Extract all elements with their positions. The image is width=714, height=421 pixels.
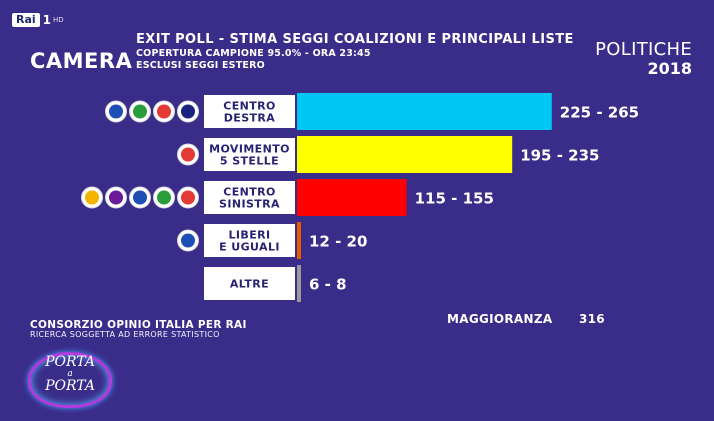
bar-label-1-0: MOVIMENTO xyxy=(209,143,290,156)
bar-label-0-1: DESTRA xyxy=(224,112,276,125)
party-logo-mark-0-0 xyxy=(109,104,123,119)
bar-value-3: 12 - 20 xyxy=(309,233,367,251)
bar-label-3-1: E UGUALI xyxy=(219,241,280,254)
election-badge: POLITICHE 2018 xyxy=(595,40,692,78)
party-logo-mark-0-1 xyxy=(133,104,147,119)
majority-text: MAGGIORANZA xyxy=(447,312,553,326)
bar-label-box-0 xyxy=(202,93,297,130)
majority-label: MAGGIORANZA 316 xyxy=(447,312,605,326)
party-logo-mark-0-2 xyxy=(157,104,171,119)
bar-label-box-1 xyxy=(202,136,297,173)
bar-label-box-4 xyxy=(202,265,297,302)
bar-value-2: 115 - 155 xyxy=(415,190,494,208)
channel-name: Rai xyxy=(12,13,40,27)
header-text: EXIT POLL - STIMA SEGGI COALIZIONI E PRI… xyxy=(136,32,574,72)
party-logo-mark-2-4 xyxy=(181,190,195,205)
coverage-note: COPERTURA CAMPIONE 95.0% - ORA 23:45 xyxy=(136,48,371,59)
bar-label-0-0: CENTRO xyxy=(223,100,276,113)
bar-label-4-0: ALTRE xyxy=(230,278,269,291)
chamber-title: CAMERA xyxy=(30,49,133,73)
party-logo-mark-3-0 xyxy=(181,233,195,248)
bar-label-box-3 xyxy=(202,222,297,259)
bar-value-0: 225 - 265 xyxy=(560,104,639,122)
channel-number: 1 xyxy=(42,13,52,27)
election-year: 2018 xyxy=(647,59,692,78)
party-logo-mark-2-3 xyxy=(157,190,171,205)
party-logo-mark-2-1 xyxy=(109,190,123,205)
channel-hd-badge: HD xyxy=(53,16,64,24)
program-logo: PORTA a PORTA xyxy=(28,352,112,408)
majority-value: 316 xyxy=(578,312,605,326)
party-logo-mark-0-3 xyxy=(181,104,195,119)
statistical-disclaimer: RICERCA SOGGETTA AD ERRORE STATISTICO xyxy=(30,330,220,339)
program-logo-a: a xyxy=(67,369,73,379)
election-name: POLITICHE xyxy=(595,39,692,60)
chart-title: EXIT POLL - STIMA SEGGI COALIZIONI E PRI… xyxy=(136,32,574,47)
party-logo-mark-2-2 xyxy=(133,190,147,205)
source-credit: CONSORZIO OPINIO ITALIA PER RAI xyxy=(30,319,247,331)
bar-label-2-1: SINISTRA xyxy=(219,198,280,211)
bar-label-box-2 xyxy=(202,179,297,216)
program-logo-word: PORTA xyxy=(45,354,95,370)
party-logo-mark-2-0 xyxy=(85,190,99,205)
bar-label-2-0: CENTRO xyxy=(223,186,276,199)
bar-value-1: 195 - 235 xyxy=(520,147,599,165)
exclusion-note: ESCLUSI SEGGI ESTERO xyxy=(136,60,265,71)
channel-logo: Rai 1 HD xyxy=(12,13,64,27)
party-logo-mark-1-0 xyxy=(181,147,195,162)
bar-label-1-1: 5 STELLE xyxy=(220,155,279,168)
bar-label-3-0: LIBERI xyxy=(229,229,271,242)
bar-value-4: 6 - 8 xyxy=(309,276,347,294)
program-logo-word-2: PORTA xyxy=(45,378,95,394)
